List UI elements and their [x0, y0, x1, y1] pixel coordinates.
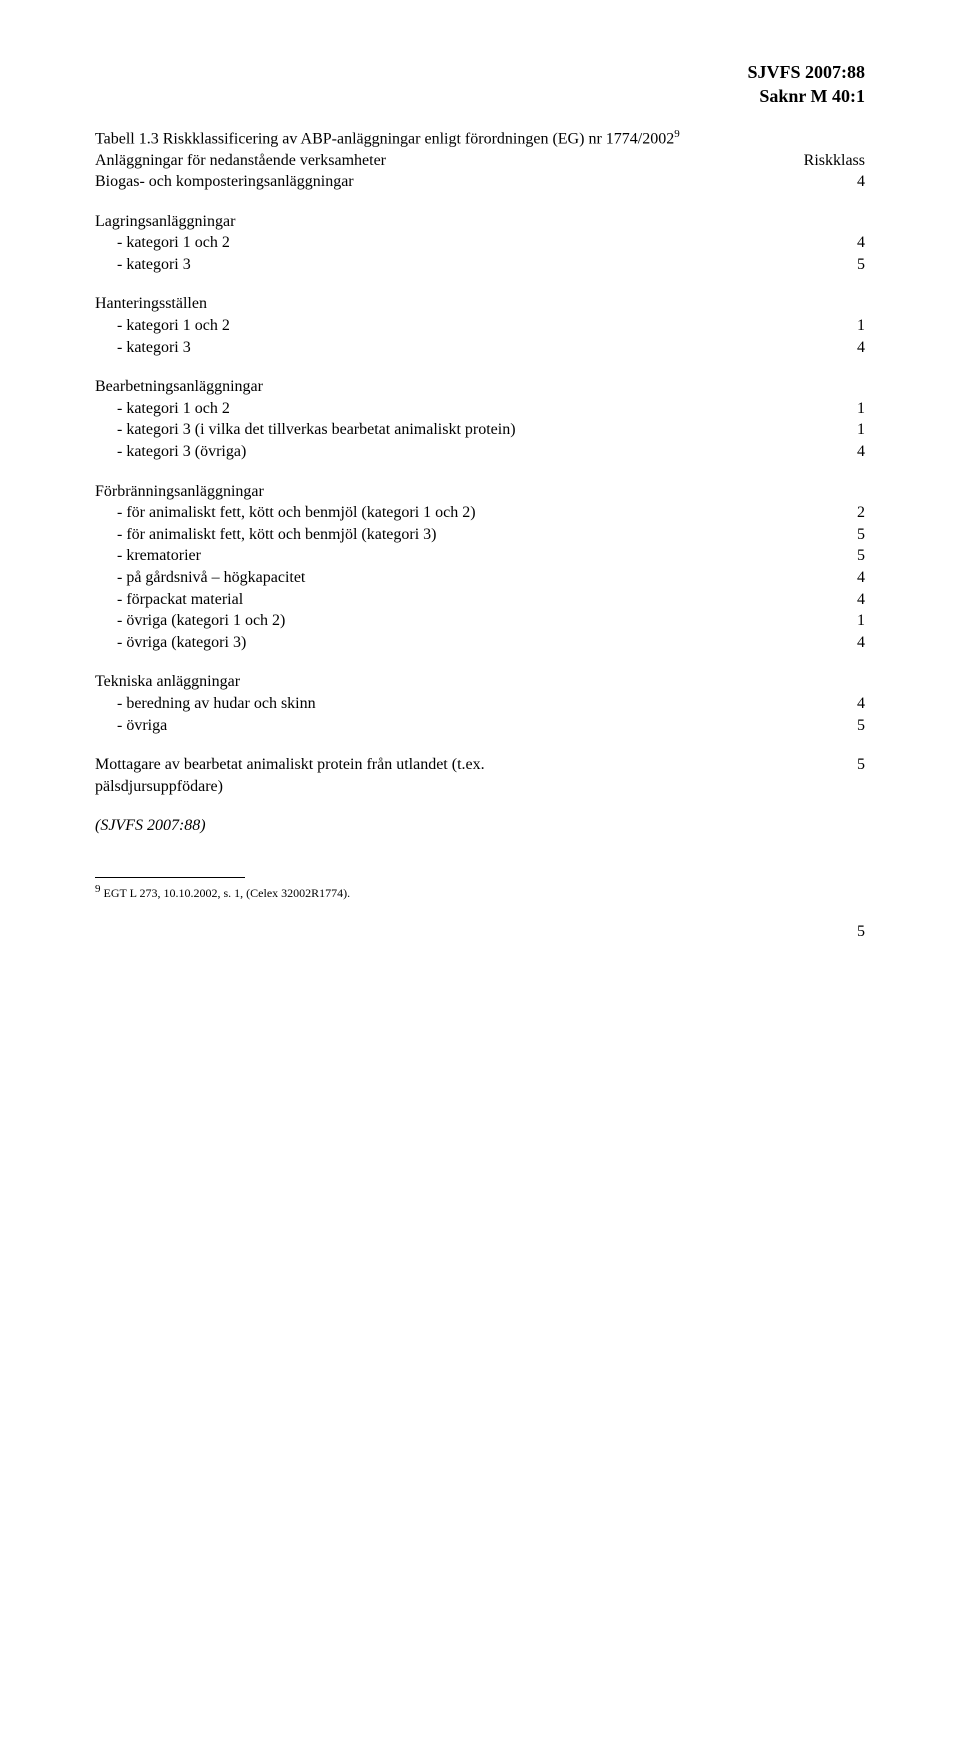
sub-value: 4 [835, 632, 865, 654]
sub-value: 5 [835, 524, 865, 546]
sub-row: - beredning av hudar och skinn 4 [95, 693, 865, 715]
sub-value: 1 [835, 419, 865, 441]
footnote-text: EGT L 273, 10.10.2002, s. 1, (Celex 3200… [101, 886, 351, 900]
header-line1: SJVFS 2007:88 [95, 60, 865, 84]
sub-row: - kategori 3 5 [95, 254, 865, 276]
group-row: Hanteringsställen [95, 293, 865, 315]
sub-label: - på gårdsnivå – högkapacitet [117, 567, 305, 589]
sub-label: - kategori 1 och 2 [117, 315, 230, 337]
subhead-right: Riskklass [804, 150, 865, 172]
sub-label: - förpackat material [117, 589, 243, 611]
sub-label: - beredning av hudar och skinn [117, 693, 316, 715]
sub-value: 4 [835, 589, 865, 611]
footnote: 9 EGT L 273, 10.10.2002, s. 1, (Celex 32… [95, 882, 865, 901]
sub-value: 4 [835, 441, 865, 463]
group-label: Förbränningsanläggningar [95, 481, 264, 503]
sub-row: - krematorier 5 [95, 545, 865, 567]
sub-label: - övriga (kategori 3) [117, 632, 246, 654]
document-header: SJVFS 2007:88 Saknr M 40:1 [95, 60, 865, 109]
group-label: Mottagare av bearbetat animaliskt protei… [95, 754, 595, 797]
sub-label: - krematorier [117, 545, 201, 567]
group-row: Tekniska anläggningar [95, 671, 865, 693]
subhead-left: Anläggningar för nedanstående verksamhet… [95, 150, 386, 172]
sub-value: 2 [835, 502, 865, 524]
sub-label: - övriga [117, 715, 167, 737]
group-label: Biogas- och komposteringsanläggningar [95, 171, 354, 193]
sub-row: - kategori 1 och 2 1 [95, 315, 865, 337]
sub-label: - för animaliskt fett, kött och benmjöl … [117, 502, 476, 524]
caption-sup: 9 [674, 128, 680, 140]
group-label: Hanteringsställen [95, 293, 207, 315]
sub-row: - övriga (kategori 1 och 2) 1 [95, 610, 865, 632]
citation-row: (SJVFS 2007:88) [95, 815, 865, 837]
sub-label: - för animaliskt fett, kött och benmjöl … [117, 524, 436, 546]
sub-value: 1 [835, 610, 865, 632]
sub-value: 5 [835, 715, 865, 737]
sub-row: - på gårdsnivå – högkapacitet 4 [95, 567, 865, 589]
sub-label: - kategori 3 [117, 254, 191, 276]
table-caption: Tabell 1.3 Riskklassificering av ABP-anl… [95, 127, 865, 150]
sub-row: - för animaliskt fett, kött och benmjöl … [95, 502, 865, 524]
group-label: Lagringsanläggningar [95, 211, 235, 233]
sub-row: - kategori 1 och 2 1 [95, 398, 865, 420]
group-row: Mottagare av bearbetat animaliskt protei… [95, 754, 865, 797]
sub-row: - kategori 3 (övriga) 4 [95, 441, 865, 463]
group-row: Bearbetningsanläggningar [95, 376, 865, 398]
header-line2: Saknr M 40:1 [95, 84, 865, 108]
sub-value: 5 [835, 254, 865, 276]
sub-row: - förpackat material 4 [95, 589, 865, 611]
footnote-rule [95, 877, 245, 878]
group-value: 5 [835, 754, 865, 776]
sub-row: - kategori 1 och 2 4 [95, 232, 865, 254]
sub-label: - kategori 3 (i vilka det tillverkas bea… [117, 419, 516, 441]
sub-row: - övriga 5 [95, 715, 865, 737]
citation: (SJVFS 2007:88) [95, 815, 206, 837]
sub-row: - för animaliskt fett, kött och benmjöl … [95, 524, 865, 546]
sub-row: - kategori 3 4 [95, 337, 865, 359]
group-row: Lagringsanläggningar [95, 211, 865, 233]
sub-value: 4 [835, 693, 865, 715]
sub-value: 4 [835, 232, 865, 254]
sub-value: 1 [835, 315, 865, 337]
sub-label: - kategori 1 och 2 [117, 398, 230, 420]
group-row: Biogas- och komposteringsanläggningar 4 [95, 171, 865, 193]
sub-value: 4 [835, 337, 865, 359]
group-row: Förbränningsanläggningar [95, 481, 865, 503]
group-label: Bearbetningsanläggningar [95, 376, 263, 398]
table-body: Biogas- och komposteringsanläggningar 4 La… [95, 171, 865, 797]
group-label: Tekniska anläggningar [95, 671, 240, 693]
sub-label: - övriga (kategori 1 och 2) [117, 610, 285, 632]
table-subhead: Anläggningar för nedanstående verksamhet… [95, 150, 865, 172]
caption-line1: Tabell 1.3 Riskklassificering av ABP-anl… [95, 130, 674, 147]
sub-label: - kategori 1 och 2 [117, 232, 230, 254]
page-number: 5 [95, 921, 865, 943]
sub-label: - kategori 3 (övriga) [117, 441, 246, 463]
sub-row: - kategori 3 (i vilka det tillverkas bea… [95, 419, 865, 441]
sub-row: - övriga (kategori 3) 4 [95, 632, 865, 654]
sub-label: - kategori 3 [117, 337, 191, 359]
sub-value: 5 [835, 545, 865, 567]
sub-value: 1 [835, 398, 865, 420]
group-value: 4 [835, 171, 865, 193]
sub-value: 4 [835, 567, 865, 589]
